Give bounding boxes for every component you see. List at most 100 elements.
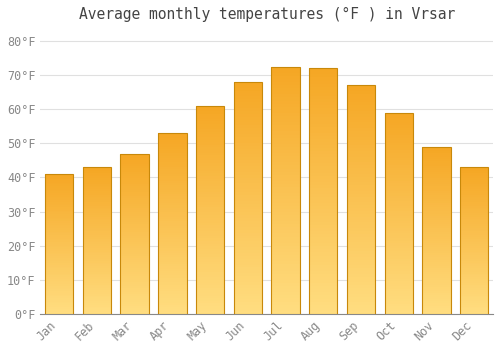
Bar	[196, 155, 224, 158]
Bar	[83, 195, 111, 196]
Bar	[272, 141, 299, 144]
Bar	[196, 309, 224, 311]
Bar	[309, 225, 338, 228]
Bar	[460, 281, 488, 283]
Bar	[422, 197, 450, 199]
Bar	[309, 93, 338, 96]
Bar	[45, 247, 74, 249]
Bar	[83, 191, 111, 193]
Bar	[83, 294, 111, 295]
Bar	[272, 134, 299, 138]
Bar	[309, 194, 338, 197]
Bar	[83, 224, 111, 226]
Bar	[309, 182, 338, 185]
Bar	[234, 125, 262, 128]
Bar	[347, 291, 375, 294]
Bar	[272, 199, 299, 203]
Bar	[347, 111, 375, 114]
Bar	[120, 155, 149, 158]
Bar	[196, 145, 224, 147]
Bar	[234, 224, 262, 227]
Bar	[422, 218, 450, 220]
Bar	[158, 241, 186, 244]
Bar	[309, 286, 338, 289]
Bar	[196, 191, 224, 194]
Bar	[196, 210, 224, 212]
Bar	[158, 300, 186, 303]
Bar	[234, 169, 262, 172]
Bar	[309, 169, 338, 173]
Bar	[120, 216, 149, 218]
Bar	[83, 252, 111, 253]
Bar	[384, 294, 413, 296]
Bar	[196, 223, 224, 225]
Bar	[422, 249, 450, 251]
Bar	[347, 105, 375, 108]
Bar	[45, 295, 74, 296]
Bar	[83, 288, 111, 290]
Bar	[120, 276, 149, 278]
Bar	[460, 195, 488, 196]
Bar	[384, 168, 413, 170]
Bar	[272, 172, 299, 175]
Bar	[422, 306, 450, 308]
Bar	[347, 160, 375, 162]
Bar	[347, 205, 375, 208]
Bar	[120, 232, 149, 234]
Bar	[384, 130, 413, 133]
Bar	[347, 117, 375, 120]
Bar	[309, 252, 338, 256]
Bar	[309, 142, 338, 145]
Bar	[347, 280, 375, 282]
Bar	[460, 173, 488, 175]
Bar	[272, 156, 299, 159]
Bar	[460, 178, 488, 180]
Bar	[460, 308, 488, 310]
Bar	[347, 268, 375, 271]
Bar	[158, 169, 186, 172]
Bar	[158, 190, 186, 192]
Bar	[384, 188, 413, 191]
Bar	[196, 137, 224, 140]
Bar	[83, 286, 111, 288]
Bar	[45, 205, 74, 207]
Bar	[120, 194, 149, 196]
Bar	[347, 228, 375, 231]
Bar	[158, 275, 186, 278]
Bar	[347, 174, 375, 177]
Bar	[272, 246, 299, 249]
Bar	[384, 241, 413, 244]
Bar	[347, 282, 375, 285]
Bar	[309, 133, 338, 136]
Bar	[422, 168, 450, 170]
Bar	[272, 308, 299, 311]
Bar	[234, 302, 262, 305]
Bar	[120, 242, 149, 244]
Bar	[384, 226, 413, 228]
Bar	[120, 163, 149, 166]
Bar	[234, 273, 262, 276]
Bar	[158, 294, 186, 296]
Bar	[309, 203, 338, 206]
Bar	[234, 198, 262, 201]
Bar	[120, 177, 149, 180]
Bar	[272, 274, 299, 277]
Bar	[347, 302, 375, 305]
Bar	[120, 166, 149, 168]
Bar	[196, 207, 224, 210]
Bar	[196, 265, 224, 267]
Bar	[158, 144, 186, 147]
Bar	[384, 113, 413, 115]
Bar	[272, 181, 299, 184]
Bar	[347, 148, 375, 151]
Bar	[422, 155, 450, 157]
Bar	[347, 260, 375, 262]
Bar	[158, 232, 186, 235]
Bar	[158, 255, 186, 257]
Bar	[309, 210, 338, 212]
Bar	[272, 169, 299, 172]
Bar	[460, 283, 488, 285]
Bar	[45, 235, 74, 237]
Bar	[309, 265, 338, 268]
Bar	[120, 262, 149, 264]
